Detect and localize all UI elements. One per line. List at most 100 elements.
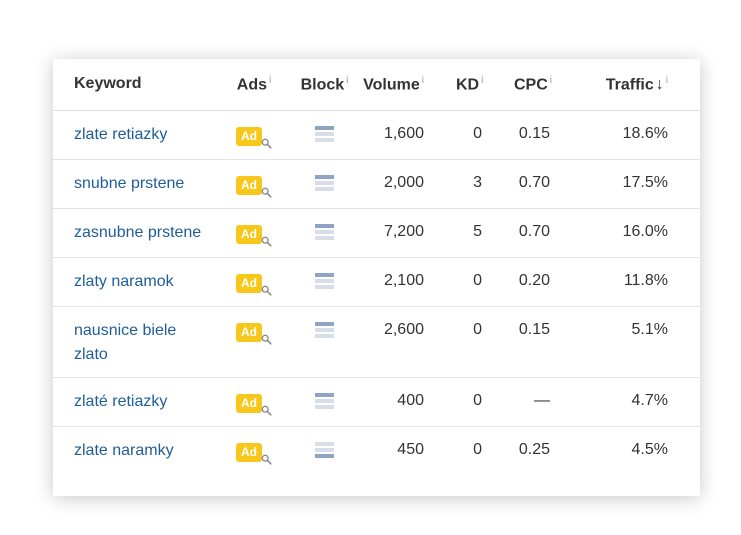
table-row: nausnice biele zlato Ad 2,600 0 0.15 5.1…: [53, 306, 700, 378]
volume-cell: 400: [360, 377, 456, 427]
block-cell: [289, 377, 360, 427]
cpc-cell: 0.20: [514, 257, 582, 307]
traffic-cell: 18.6%: [582, 110, 700, 160]
ads-cell: Ad: [219, 426, 289, 475]
header-traffic-label: Traffic: [605, 75, 654, 93]
keyword-cell: nausnice biele zlato: [53, 306, 219, 378]
table-row: snubne prstene Ad 2,000 3 0.70 17.5%: [53, 159, 700, 209]
traffic-cell: 16.0%: [582, 208, 700, 258]
ad-badge-button[interactable]: Ad: [236, 126, 272, 149]
serp-block-icon[interactable]: [315, 174, 334, 191]
table-row: zlaté retiazky Ad 400 0 — 4.7%: [53, 377, 700, 427]
ad-badge: Ad: [236, 224, 262, 244]
ads-cell: Ad: [219, 306, 289, 378]
table-header-row: Keyword Ads i Block i Volume i KD i CPC i: [53, 59, 700, 111]
ads-cell: Ad: [219, 257, 289, 307]
keyword-link[interactable]: zlaté retiazky: [74, 392, 168, 410]
magnifier-icon: [261, 334, 272, 345]
info-icon[interactable]: i: [346, 74, 349, 86]
keywords-table-card: Keyword Ads i Block i Volume i KD i CPC i: [53, 59, 700, 496]
keyword-link[interactable]: zasnubne prstene: [74, 223, 202, 241]
cpc-cell: 0.15: [514, 110, 582, 160]
cpc-cell: 0.15: [514, 306, 582, 378]
block-cell: [289, 426, 360, 475]
block-cell: [289, 159, 360, 209]
info-icon[interactable]: i: [269, 74, 272, 86]
ads-cell: Ad: [219, 110, 289, 160]
serp-block-icon[interactable]: [315, 223, 334, 240]
table-body: zlate retiazky Ad 1,600 0 0.15 18.6% s: [53, 110, 700, 475]
serp-block-icon[interactable]: [315, 125, 334, 142]
volume-cell: 2,100: [360, 257, 456, 307]
cpc-cell: —: [514, 377, 582, 427]
serp-block-icon[interactable]: [315, 272, 334, 289]
header-keyword[interactable]: Keyword: [53, 59, 219, 111]
kd-cell: 0: [473, 440, 482, 458]
ad-badge: Ad: [236, 322, 262, 342]
ad-badge-button[interactable]: Ad: [236, 442, 272, 465]
volume-cell: 1,600: [360, 110, 456, 160]
volume-cell: 450: [397, 440, 424, 458]
magnifier-icon: [261, 236, 272, 247]
traffic-cell: 11.8%: [582, 257, 700, 307]
header-volume-label: Volume: [363, 75, 420, 93]
cpc-cell: 0.25: [518, 440, 550, 458]
keyword-link[interactable]: zlate naramky: [74, 441, 174, 459]
magnifier-icon: [261, 454, 272, 465]
cpc-cell: 0.70: [514, 159, 582, 209]
keyword-cell: zasnubne prstene: [53, 208, 219, 258]
info-icon[interactable]: i: [481, 74, 484, 86]
traffic-cell: 17.5%: [582, 159, 700, 209]
keyword-link[interactable]: zlaty naramok: [74, 272, 174, 290]
header-cpc[interactable]: CPC i: [514, 59, 582, 111]
serp-block-icon[interactable]: [315, 392, 334, 409]
traffic-cell: 4.7%: [582, 377, 700, 427]
volume-cell: 7,200: [360, 208, 456, 258]
info-icon[interactable]: i: [421, 74, 424, 86]
block-cell: [289, 257, 360, 307]
traffic-cell: 5.1%: [582, 306, 700, 378]
ad-badge-button[interactable]: Ad: [236, 224, 272, 247]
ad-badge: Ad: [236, 393, 262, 413]
serp-block-icon[interactable]: [315, 321, 334, 338]
keyword-link[interactable]: zlate retiazky: [74, 125, 168, 143]
info-icon[interactable]: i: [549, 74, 553, 86]
keyword-cell: zlaté retiazky: [53, 377, 219, 427]
serp-block-icon[interactable]: [315, 441, 334, 458]
header-traffic[interactable]: Traffic ↓ i: [582, 59, 700, 111]
kd-cell: 0: [456, 306, 514, 378]
magnifier-icon: [261, 187, 272, 198]
ad-badge: Ad: [236, 273, 262, 293]
ad-badge-button[interactable]: Ad: [236, 393, 272, 416]
kd-cell: 0: [456, 377, 514, 427]
traffic-cell: 4.5%: [631, 440, 668, 458]
header-ads-label: Ads: [236, 75, 267, 93]
cpc-cell: 0.70: [514, 208, 582, 258]
volume-cell: 2,600: [360, 306, 456, 378]
magnifier-icon: [261, 405, 272, 416]
ad-badge: Ad: [236, 442, 262, 462]
header-volume[interactable]: Volume i: [360, 59, 456, 111]
ad-badge-button[interactable]: Ad: [236, 322, 272, 345]
ad-badge: Ad: [236, 126, 262, 146]
header-cpc-label: CPC: [514, 75, 548, 93]
ad-badge: Ad: [236, 175, 262, 195]
header-ads[interactable]: Ads i: [219, 59, 289, 111]
keyword-link[interactable]: nausnice biele zlato: [74, 321, 177, 363]
keywords-table: Keyword Ads i Block i Volume i KD i CPC i: [53, 59, 700, 475]
block-cell: [289, 208, 360, 258]
kd-cell: 0: [456, 110, 514, 160]
block-cell: [289, 110, 360, 160]
ads-cell: Ad: [219, 377, 289, 427]
keyword-link[interactable]: snubne prstene: [74, 174, 185, 192]
magnifier-icon: [261, 138, 272, 149]
kd-cell: 3: [456, 159, 514, 209]
header-block[interactable]: Block i: [289, 59, 360, 111]
magnifier-icon: [261, 285, 272, 296]
header-kd-label: KD: [456, 75, 480, 93]
header-kd[interactable]: KD i: [456, 59, 514, 111]
ad-badge-button[interactable]: Ad: [236, 175, 272, 198]
arrow-down-icon: ↓: [655, 75, 664, 93]
ad-badge-button[interactable]: Ad: [236, 273, 272, 296]
info-icon[interactable]: i: [665, 74, 668, 86]
